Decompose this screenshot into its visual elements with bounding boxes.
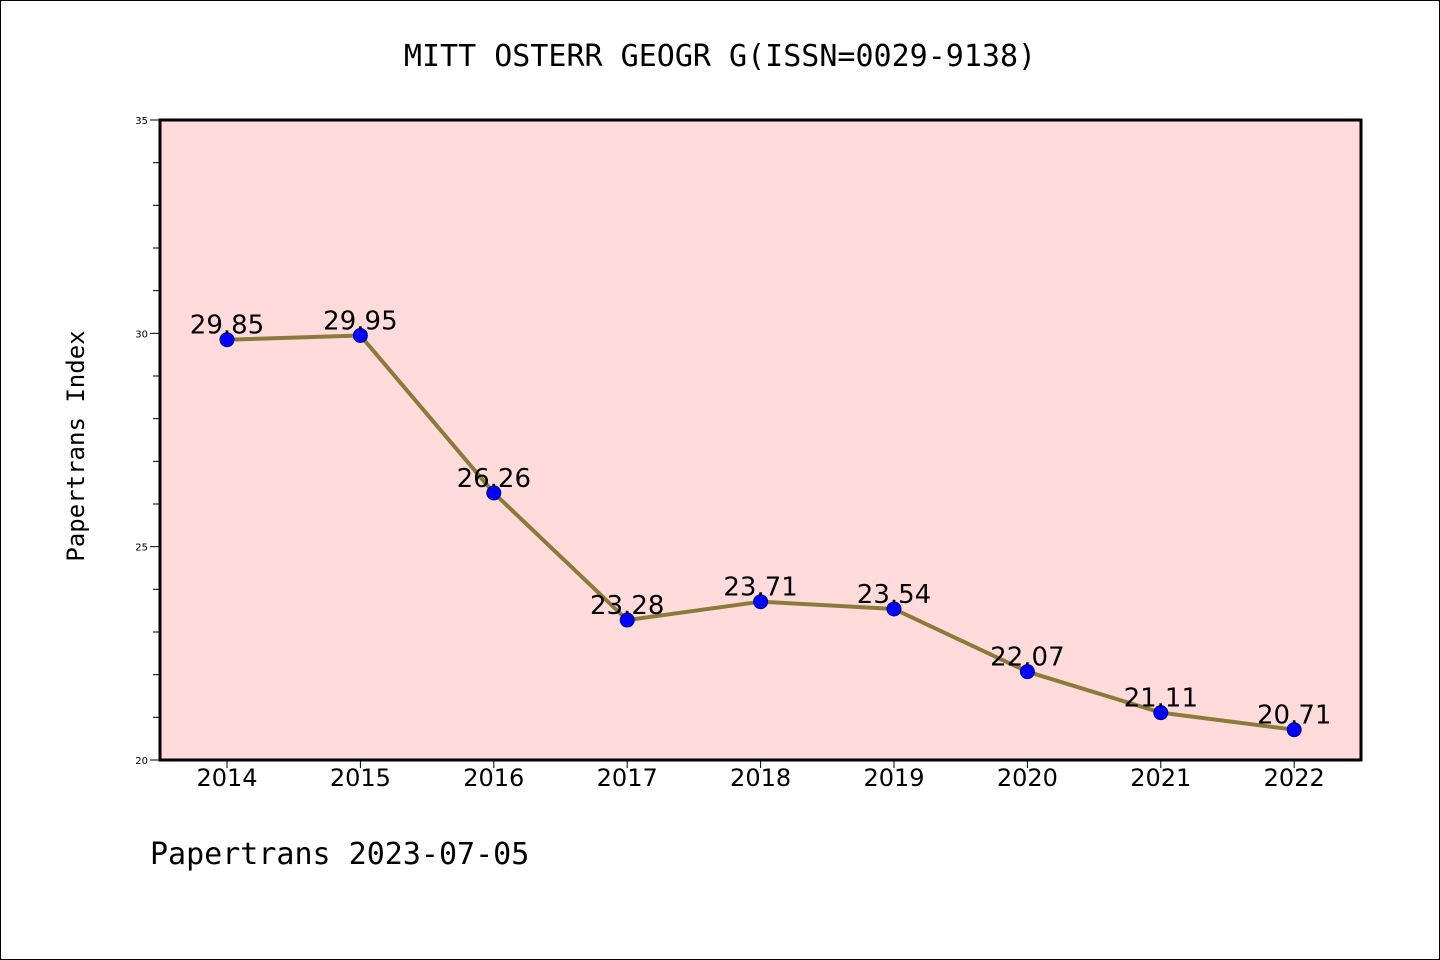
x-tick-label: 2019: [863, 764, 924, 792]
x-tick-label: 2016: [463, 764, 524, 792]
data-point-label: 21.11: [1124, 684, 1198, 714]
plot-frame: [158, 118, 1363, 762]
data-point-label: 23.28: [590, 591, 664, 621]
data-point-marker: [1286, 722, 1302, 738]
data-point-label: 26.26: [457, 464, 531, 494]
data-point-marker: [886, 601, 902, 617]
x-tick-label: 2020: [997, 764, 1058, 792]
data-point-label: 23.54: [857, 580, 931, 610]
x-tick-label: 2021: [1130, 764, 1191, 792]
plot-area: [160, 120, 1361, 760]
y-tick-label: 25: [135, 543, 148, 554]
data-point-marker: [486, 485, 502, 501]
data-point-label: 20.71: [1257, 701, 1331, 731]
chart-title: MITT OSTERR GEOGR G(ISSN=0029-9138): [404, 39, 1036, 74]
y-tick-label: 30: [135, 329, 148, 340]
data-point-label: 29.85: [190, 311, 264, 341]
x-tick-label: 2018: [730, 764, 791, 792]
data-points: [219, 327, 1302, 738]
data-point-marker: [352, 327, 368, 343]
data-labels: 29.85 29.95 26.26 23.28 23.71 23.54 22.07 21.11…: [190, 306, 1332, 730]
x-tick-label: 2022: [1264, 764, 1325, 792]
x-axis-ticks: 2014 2015 2016 2017 2018 2019 2020 2021 2022: [196, 760, 1325, 792]
x-tick-label: 2014: [196, 764, 257, 792]
y-tick-label: 20: [135, 756, 148, 767]
y-axis-label: Papertrans Index: [62, 330, 90, 561]
x-tick-label: 2015: [330, 764, 391, 792]
data-point-label: 29.95: [323, 306, 397, 336]
data-point-marker: [619, 612, 635, 628]
data-point-label: 22.07: [990, 643, 1064, 673]
data-point-marker: [219, 332, 235, 348]
data-point-label: 23.71: [723, 573, 797, 603]
data-point-marker: [753, 594, 769, 610]
data-point-marker: [1019, 664, 1035, 680]
x-tick-label: 2017: [597, 764, 658, 792]
y-tick-label: 35: [135, 116, 148, 127]
data-point-marker: [1153, 705, 1169, 721]
footer-text: Papertrans 2023-07-05: [150, 837, 529, 872]
